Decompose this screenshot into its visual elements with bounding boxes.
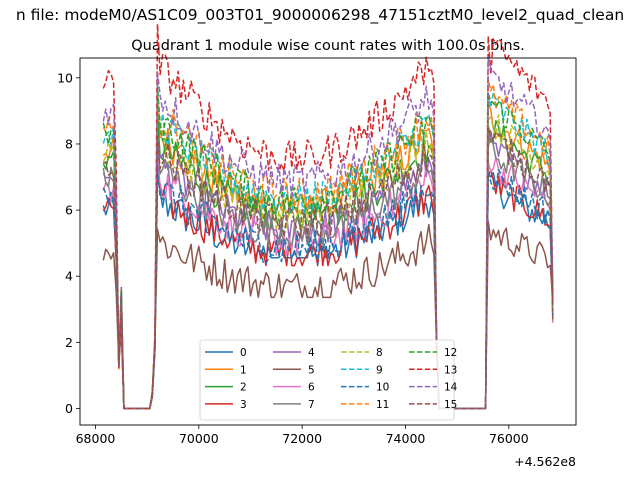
legend-label-6: 6: [308, 382, 315, 394]
y-tick-label: 8: [65, 136, 73, 151]
legend-label-0: 0: [240, 347, 247, 359]
series-line-13: [102, 23, 554, 410]
chart-title: Quadrant 1 module wise count rates with …: [131, 38, 525, 54]
legend-label-11: 11: [376, 399, 389, 411]
x-tick-label: 72000: [282, 431, 322, 446]
y-tick-label: 0: [65, 401, 73, 416]
x-tick-label: 76000: [489, 431, 529, 446]
legend-label-12: 12: [444, 347, 457, 359]
legend-box: [199, 339, 455, 421]
legend-label-3: 3: [240, 399, 247, 411]
y-tick-label: 6: [65, 203, 73, 218]
legend-label-14: 14: [444, 382, 458, 394]
series-line-15: [102, 127, 554, 410]
y-tick-label: 10: [57, 70, 73, 85]
legend-label-7: 7: [308, 399, 315, 411]
y-tick-label: 2: [65, 335, 73, 350]
plot-frame: [79, 57, 577, 426]
legend-label-9: 9: [376, 364, 383, 376]
x-tick-label: 74000: [386, 431, 426, 446]
legend-label-5: 5: [308, 364, 315, 376]
x-offset-label: +4.562e8: [514, 454, 576, 469]
series-layer: [102, 23, 554, 410]
figure-suptitle: n file: modeM0/AS1C09_003T01_9000006298_…: [16, 6, 624, 25]
legend-label-13: 13: [444, 364, 457, 376]
legend-label-2: 2: [240, 382, 247, 394]
legend-label-8: 8: [376, 347, 383, 359]
legend-label-15: 15: [444, 399, 457, 411]
series-line-11: [102, 78, 554, 410]
legend-label-4: 4: [308, 347, 315, 359]
series-line-12: [102, 84, 554, 410]
y-tick-label: 4: [65, 269, 73, 284]
legend-label-10: 10: [376, 382, 389, 394]
x-tick-label: 70000: [179, 431, 219, 446]
legend-label-1: 1: [240, 364, 247, 376]
x-tick-label: 68000: [76, 431, 116, 446]
